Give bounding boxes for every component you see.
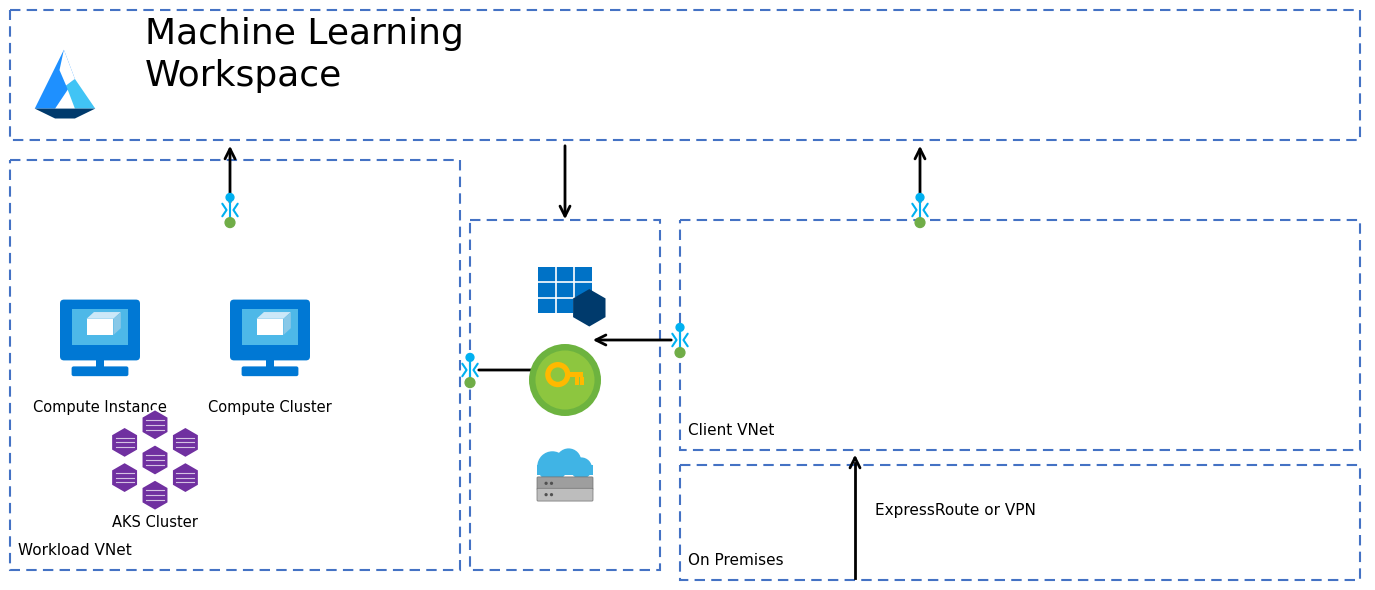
Polygon shape [257, 312, 292, 319]
Circle shape [226, 218, 235, 228]
Polygon shape [257, 319, 283, 335]
Bar [470, 220, 660, 570]
FancyBboxPatch shape [538, 489, 593, 501]
Text: On Premises: On Premises [688, 553, 784, 568]
Circle shape [550, 493, 553, 496]
Bar [242, 309, 298, 345]
Circle shape [226, 194, 234, 201]
Polygon shape [283, 312, 292, 335]
Text: Machine Learning
Workspace: Machine Learning Workspace [144, 17, 463, 93]
Bar [72, 309, 128, 345]
Polygon shape [87, 312, 121, 319]
Polygon shape [66, 79, 95, 109]
Bar [10, 10, 1360, 140]
Bar [536, 464, 593, 476]
Circle shape [676, 323, 683, 332]
Circle shape [544, 493, 547, 496]
Circle shape [544, 481, 547, 485]
Circle shape [529, 344, 601, 416]
Bar [538, 267, 593, 313]
Circle shape [916, 194, 924, 201]
Polygon shape [59, 50, 74, 86]
Text: Compute Instance: Compute Instance [33, 400, 166, 415]
Circle shape [916, 218, 925, 228]
Text: Compute Cluster: Compute Cluster [208, 400, 331, 415]
Circle shape [571, 457, 593, 479]
Circle shape [550, 481, 553, 485]
Circle shape [556, 448, 582, 474]
Circle shape [675, 348, 685, 358]
Polygon shape [34, 50, 74, 109]
Circle shape [466, 353, 474, 361]
Circle shape [535, 350, 594, 409]
Bar [681, 465, 1360, 580]
Text: ExpressRoute or VPN: ExpressRoute or VPN [874, 503, 1035, 517]
Circle shape [538, 451, 568, 481]
FancyBboxPatch shape [242, 366, 298, 376]
Bar [681, 220, 1360, 450]
Bar [580, 378, 584, 385]
Polygon shape [87, 319, 114, 335]
Bar [267, 356, 274, 368]
FancyBboxPatch shape [72, 366, 128, 376]
Circle shape [550, 368, 565, 382]
Text: AKS Cluster: AKS Cluster [111, 515, 198, 530]
Text: Client VNet: Client VNet [688, 423, 774, 438]
Bar [558, 372, 583, 378]
FancyBboxPatch shape [230, 300, 309, 360]
Circle shape [546, 362, 571, 387]
Bar [10, 160, 461, 570]
FancyBboxPatch shape [60, 300, 140, 360]
Circle shape [465, 378, 474, 388]
Bar [575, 378, 579, 385]
FancyBboxPatch shape [538, 477, 593, 490]
Text: Workload VNet: Workload VNet [18, 543, 132, 558]
Polygon shape [34, 109, 95, 119]
Polygon shape [114, 312, 121, 335]
Bar [96, 356, 103, 368]
